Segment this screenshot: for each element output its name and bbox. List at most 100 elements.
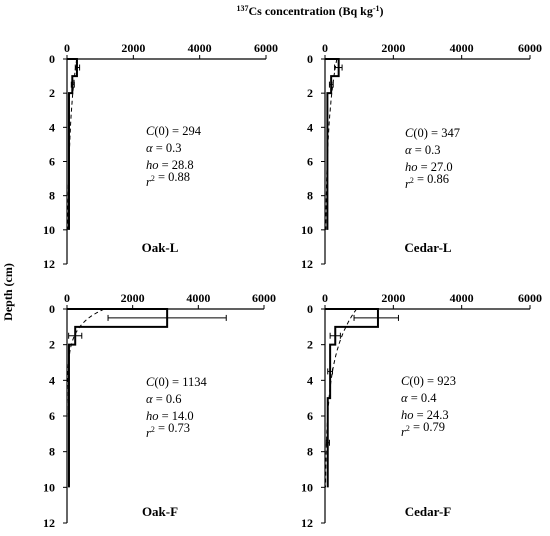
param-name: ho: [401, 408, 414, 422]
measured-profile-line: [325, 58, 340, 230]
panel-label: Oak-F: [142, 504, 178, 519]
param-value: = 294: [169, 124, 202, 138]
param-1: α = 0.6: [146, 392, 182, 406]
y-tick-label: 0: [307, 52, 313, 66]
x-tick-label: 2000: [381, 41, 405, 55]
panel-oak-f: 0 2000 4000 6000 0 2 4 6 8 10 12 C(0) = 1134 α = 0.6…: [43, 291, 276, 530]
param-value: = 0.86: [414, 172, 449, 186]
param-name: ho: [405, 160, 418, 174]
error-bar: [327, 368, 334, 375]
param-1: α = 0.3: [405, 143, 441, 157]
x-tick-label: 6000: [518, 291, 542, 305]
y-tick-label: 2: [307, 338, 313, 352]
y-tick-label: 4: [49, 120, 55, 134]
param-3: r2 = 0.86: [405, 172, 449, 191]
y-tick-label: 6: [307, 155, 313, 169]
error-bar: [107, 314, 227, 321]
x-tick-label: 2000: [121, 41, 145, 55]
measured-profile-line: [67, 308, 169, 488]
error-bar: [325, 439, 330, 446]
param-value: = 28.8: [159, 158, 194, 172]
param-name: ho: [146, 409, 159, 423]
fitted-curve-line: [66, 308, 105, 488]
param-value: = 0.79: [410, 420, 445, 434]
x-tick-label: 0: [322, 291, 328, 305]
y-tick-label: 10: [43, 480, 55, 494]
panel-cedar-f: 0 2000 4000 6000 0 2 4 6 8 10 12 C(0) = 923 α = 0.4 h…: [301, 291, 542, 530]
x-tick-label: 4000: [450, 291, 474, 305]
y-tick-label: 0: [49, 52, 55, 66]
y-tick-label: 10: [301, 480, 313, 494]
measured-profile-line: [67, 58, 78, 230]
y-tick-label: 4: [307, 373, 313, 387]
y-tick-label: 8: [307, 445, 313, 459]
param-superscript: 2: [151, 174, 155, 183]
x-tick-label: 2000: [381, 291, 405, 305]
param-name: C: [405, 126, 414, 140]
error-bar: [74, 64, 81, 71]
error-bar: [70, 81, 75, 88]
param-name: C: [146, 375, 155, 389]
panel-label: Cedar-L: [404, 240, 452, 255]
param-value: = 1134: [169, 375, 208, 389]
x-tick-label: 4000: [188, 41, 212, 55]
y-tick-label: 2: [307, 86, 313, 100]
param-name-rest: (0): [413, 126, 428, 140]
param-name: α: [146, 392, 153, 406]
x-tick-label: 6000: [254, 41, 278, 55]
param-superscript: 2: [410, 176, 414, 185]
param-value: = 923: [424, 374, 456, 388]
error-bar: [329, 332, 341, 339]
param-name: r: [405, 177, 410, 191]
y-tick-label: 2: [49, 338, 55, 352]
y-tick-label: 12: [43, 257, 55, 271]
panel-cedar-l: 0 2000 4000 6000 0 2 4 6 8 10 12 C(0) = 347 α = 0.3 h…: [301, 41, 542, 271]
y-tick-label: 12: [43, 516, 55, 530]
param-0: C(0) = 347: [405, 126, 460, 140]
y-tick-label: 12: [301, 257, 313, 271]
param-name: α: [405, 143, 412, 157]
y-tick-label: 0: [307, 302, 313, 316]
param-superscript: 2: [406, 424, 410, 433]
param-2: ho = 24.3: [401, 408, 449, 422]
x-tick-label: 0: [64, 41, 70, 55]
measured-profile-line: [325, 308, 379, 488]
y-tick-label: 6: [49, 409, 55, 423]
error-bar: [353, 314, 399, 321]
x-tick-label: 2000: [121, 291, 145, 305]
param-1: α = 0.3: [146, 141, 182, 155]
param-superscript: 2: [151, 425, 155, 434]
y-tick-label: 0: [49, 302, 55, 316]
y-tick-label: 8: [49, 445, 55, 459]
y-axis-title: Depth (cm): [1, 263, 15, 321]
param-name-rest: (0): [154, 124, 169, 138]
param-name: C: [401, 374, 410, 388]
param-0: C(0) = 294: [146, 124, 202, 138]
param-3: r2 = 0.79: [401, 420, 445, 439]
x-axis-title: 137Cs concentration (Bq kg-1): [236, 4, 383, 18]
error-bar: [334, 64, 343, 71]
param-name-rest: (0): [154, 375, 169, 389]
error-bar: [328, 81, 334, 88]
y-tick-label: 4: [49, 373, 55, 387]
param-name: ho: [146, 158, 159, 172]
x-tick-label: 6000: [252, 291, 276, 305]
param-2: ho = 14.0: [146, 409, 194, 423]
param-1: α = 0.4: [401, 391, 437, 405]
error-bar: [68, 332, 83, 339]
y-tick-label: 8: [49, 189, 55, 203]
y-tick-label: 10: [43, 223, 55, 237]
x-tick-label: 0: [322, 41, 328, 55]
param-value: = 14.0: [159, 409, 194, 423]
param-name: α: [146, 141, 153, 155]
x-tick-label: 6000: [518, 41, 542, 55]
param-value: = 347: [428, 126, 460, 140]
param-0: C(0) = 1134: [146, 375, 208, 389]
panel-oak-l: 0 2000 4000 6000 0 2 4 6 8 10 12 C(0) = 294 α = 0.3 h…: [43, 41, 278, 271]
x-tick-label: 4000: [450, 41, 474, 55]
param-name-rest: (0): [409, 374, 424, 388]
y-tick-label: 6: [307, 409, 313, 423]
param-3: r2 = 0.73: [146, 421, 190, 440]
